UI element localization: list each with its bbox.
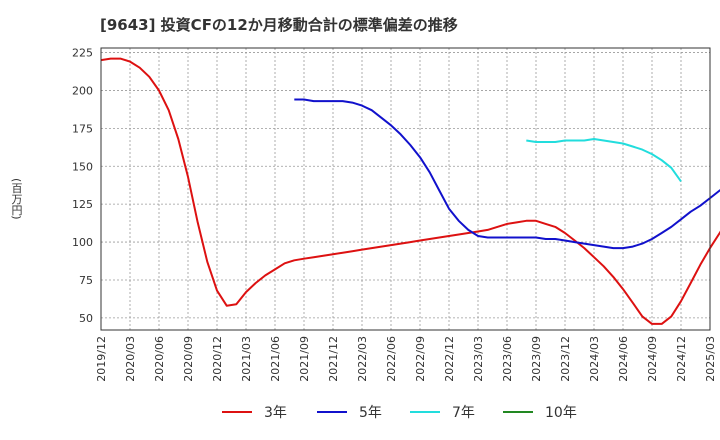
y-tick-label: 125 (72, 198, 93, 211)
x-tick-label: 2020/12 (211, 336, 224, 382)
x-tick-label: 2023/06 (501, 336, 514, 382)
x-tick-label: 2021/09 (298, 336, 311, 382)
series-line (294, 98, 720, 250)
grid-lines (100, 48, 711, 330)
x-tick-label: 2021/03 (240, 336, 253, 382)
x-tick-label: 2021/12 (327, 336, 340, 382)
x-tick-label: 2022/06 (385, 336, 398, 382)
y-tick-labels: 50 75 100 125 150 175 200 225 (72, 47, 93, 325)
x-tick-label: 2019/12 (95, 336, 108, 382)
legend-label: 7年 (452, 405, 475, 421)
series-line (526, 138, 682, 182)
y-tick-label: 200 (72, 84, 93, 97)
y-tick-label: 50 (79, 312, 93, 325)
plot-frame (100, 47, 711, 331)
x-tick-label: 2024/12 (675, 336, 688, 382)
legend-label: 3年 (264, 405, 287, 421)
x-tick-label: 2022/03 (356, 336, 369, 382)
x-tick-label: 2024/09 (646, 336, 659, 382)
x-tick-label: 2023/12 (559, 336, 572, 382)
x-tick-labels: 2019/12 2020/03 2020/06 2020/09 2020/12 2021/… (95, 336, 717, 382)
y-axis-label: (百万円) (10, 178, 23, 220)
x-tick-label: 2022/12 (443, 336, 456, 382)
y-tick-label: 150 (72, 160, 93, 173)
y-tick-label: 100 (72, 236, 93, 249)
series-lines (100, 57, 720, 325)
x-tick-label: 2021/06 (269, 336, 282, 382)
x-tick-label: 2023/09 (530, 336, 543, 382)
legend-label: 10年 (545, 405, 577, 421)
x-tick-label: 2020/06 (153, 336, 166, 382)
x-tick-label: 2023/03 (472, 336, 485, 382)
y-tick-label: 175 (72, 122, 93, 135)
y-tick-label: 225 (72, 47, 93, 60)
x-tick-label: 2024/03 (588, 336, 601, 382)
x-tick-label: 2022/09 (414, 336, 427, 382)
x-tick-label: 2025/03 (704, 336, 717, 382)
chart-title: [9643] 投資CFの12か月移動合計の標準偏差の推移 (100, 16, 458, 34)
x-tick-label: 2020/09 (182, 336, 195, 382)
x-tick-label: 2024/06 (617, 336, 630, 382)
y-tick-label: 75 (79, 274, 93, 287)
series-line (100, 57, 720, 325)
legend: 3年 5年 7年 10年 (222, 405, 577, 421)
legend-label: 5年 (359, 405, 382, 421)
x-tick-label: 2020/03 (124, 336, 137, 382)
